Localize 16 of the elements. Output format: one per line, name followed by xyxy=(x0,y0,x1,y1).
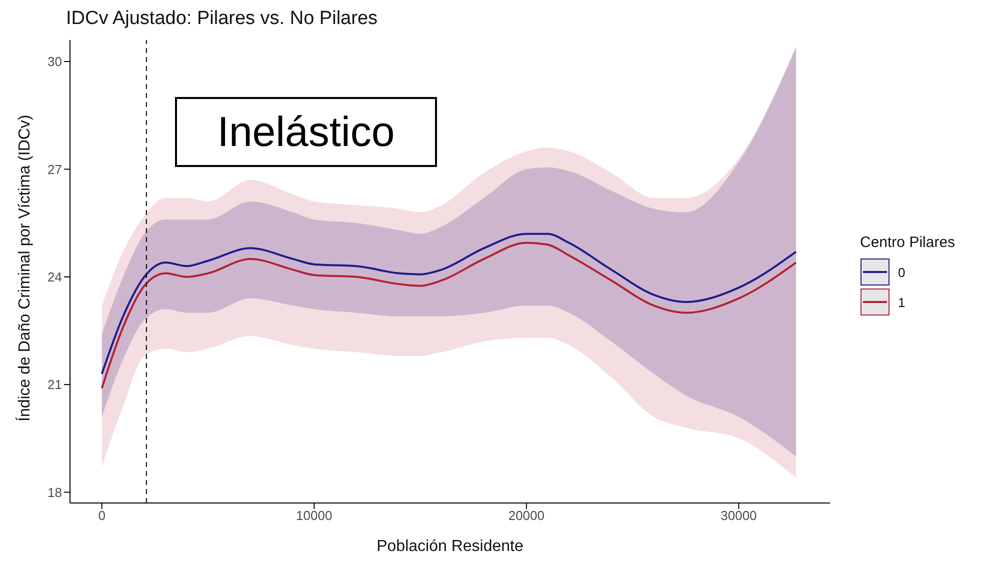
y-tick-label: 18 xyxy=(48,484,62,500)
legend-title: Centro Pilares xyxy=(860,234,956,251)
y-tick-label: 27 xyxy=(48,162,62,177)
y-axis-title: Índice de Daño Criminal por Víctima (IDCv) xyxy=(16,114,34,422)
x-tick-label: 0 xyxy=(98,508,106,524)
x-tick-label: 30000 xyxy=(720,508,757,524)
y-tick-label: 24 xyxy=(48,270,62,284)
legend-label: 1 xyxy=(898,294,906,310)
y-tick-label: 21 xyxy=(48,377,62,392)
annotation: Inelástico xyxy=(175,97,437,167)
legend-label: 0 xyxy=(898,264,906,280)
x-tick-label: 20000 xyxy=(508,508,545,524)
x-tick-label: 10000 xyxy=(296,508,332,524)
x-axis-title: Población Residente xyxy=(376,538,524,555)
y-tick-label: 30 xyxy=(48,54,62,70)
chart-title: IDCv Ajustado: Pilares vs. No Pilares xyxy=(66,8,378,30)
